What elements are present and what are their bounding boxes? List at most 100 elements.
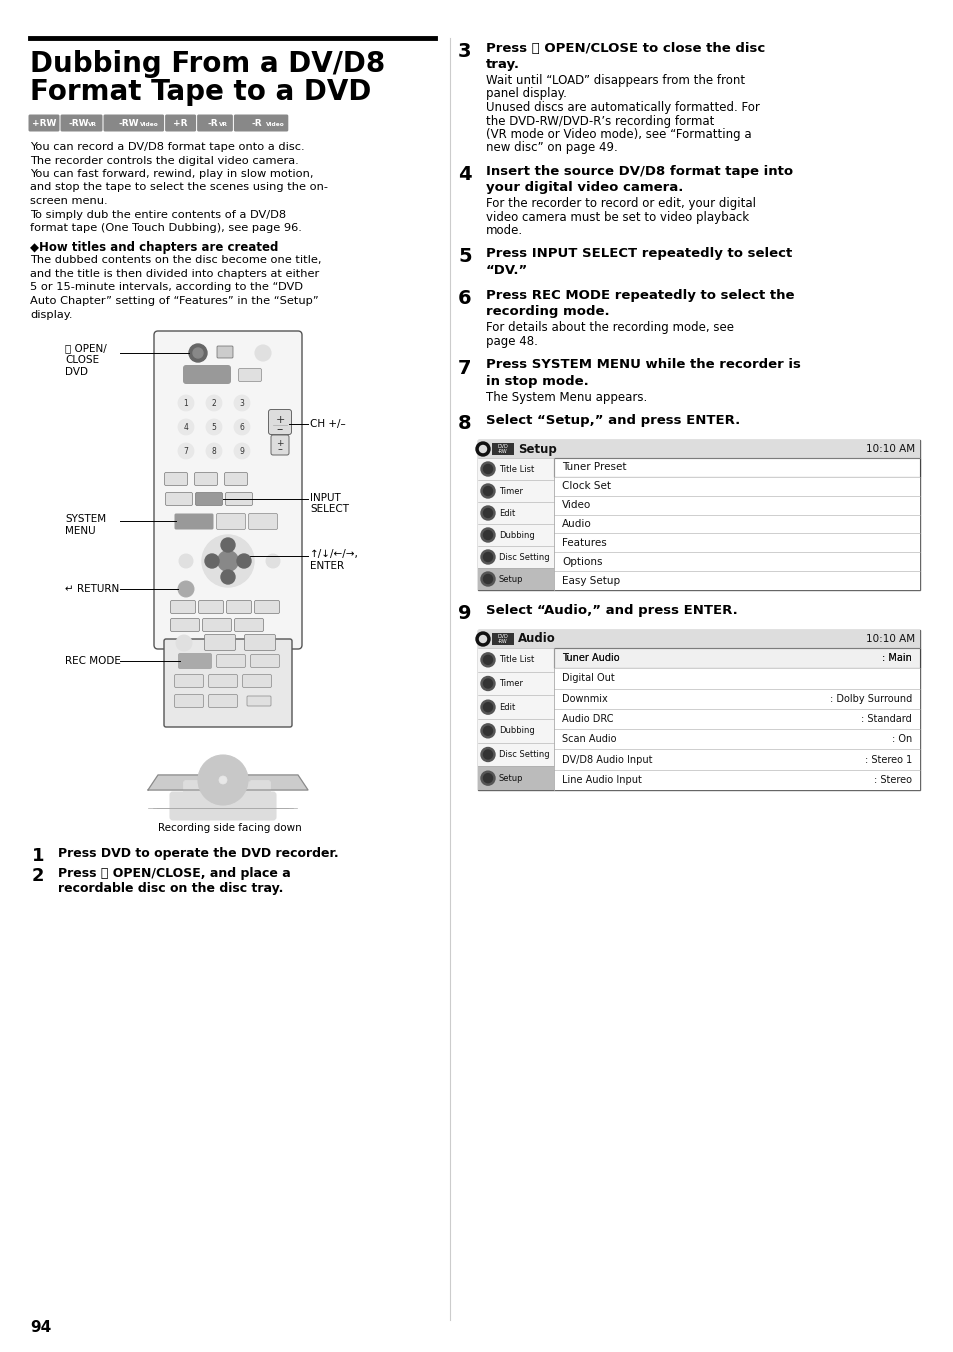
Text: For the recorder to record or edit, your digital: For the recorder to record or edit, your…: [485, 197, 755, 210]
Text: 1: 1: [183, 399, 188, 407]
Bar: [477, 480, 554, 502]
FancyBboxPatch shape: [197, 115, 233, 131]
Text: 8: 8: [457, 414, 471, 433]
Bar: [477, 630, 919, 648]
Bar: [477, 742, 554, 767]
Text: 6: 6: [239, 422, 244, 431]
Text: the DVD-RW/DVD-R’s recording format: the DVD-RW/DVD-R’s recording format: [485, 115, 714, 127]
Text: Press INPUT SELECT repeatedly to select: Press INPUT SELECT repeatedly to select: [485, 247, 791, 261]
Text: Video: Video: [265, 123, 284, 127]
Bar: [477, 630, 919, 790]
Text: Auto Chapter” setting of “Features” in the “Setup”: Auto Chapter” setting of “Features” in t…: [30, 296, 318, 306]
Circle shape: [206, 443, 222, 458]
FancyBboxPatch shape: [194, 472, 217, 485]
Text: -R: -R: [252, 119, 262, 127]
Bar: [554, 708, 919, 729]
Text: DVD
-RW: DVD -RW: [497, 634, 508, 644]
FancyBboxPatch shape: [205, 780, 226, 802]
FancyBboxPatch shape: [195, 492, 222, 506]
Text: Unused discs are automatically formatted. For: Unused discs are automatically formatted…: [485, 101, 760, 114]
Text: 4: 4: [457, 165, 471, 184]
FancyBboxPatch shape: [171, 618, 199, 631]
Text: +: +: [275, 415, 284, 425]
Circle shape: [202, 535, 253, 587]
Circle shape: [178, 443, 193, 458]
Text: The System Menu appears.: The System Menu appears.: [485, 391, 646, 403]
Text: -RW: -RW: [68, 119, 89, 127]
Bar: [554, 458, 919, 477]
FancyBboxPatch shape: [226, 600, 252, 614]
Circle shape: [254, 345, 271, 361]
Text: : Dolby Surround: : Dolby Surround: [829, 694, 911, 703]
Text: : Main: : Main: [882, 653, 911, 662]
Bar: [554, 648, 919, 668]
Bar: [554, 477, 919, 496]
Text: in stop mode.: in stop mode.: [485, 375, 588, 388]
FancyBboxPatch shape: [29, 115, 59, 131]
FancyBboxPatch shape: [198, 600, 223, 614]
Text: 6: 6: [457, 289, 471, 308]
Text: To simply dub the entire contents of a DV/D8: To simply dub the entire contents of a D…: [30, 210, 286, 219]
Circle shape: [483, 575, 492, 584]
Circle shape: [179, 554, 193, 568]
Circle shape: [178, 419, 193, 435]
Text: Format Tape to a DVD: Format Tape to a DVD: [30, 78, 371, 105]
Circle shape: [233, 419, 250, 435]
Text: Setup: Setup: [517, 442, 557, 456]
Text: -RW: -RW: [119, 119, 139, 127]
Text: Timer: Timer: [498, 679, 522, 688]
FancyBboxPatch shape: [164, 639, 292, 727]
Circle shape: [480, 748, 495, 761]
Text: Dubbing From a DV/D8: Dubbing From a DV/D8: [30, 50, 385, 78]
Text: ENTER: ENTER: [310, 561, 344, 571]
Text: : Standard: : Standard: [861, 714, 911, 725]
Text: Title List: Title List: [498, 656, 534, 664]
Text: DV/D8 Audio Input: DV/D8 Audio Input: [561, 754, 652, 765]
Circle shape: [266, 554, 280, 568]
Polygon shape: [148, 775, 308, 790]
FancyBboxPatch shape: [153, 331, 302, 649]
Bar: [477, 672, 554, 695]
Text: 5: 5: [212, 422, 216, 431]
Text: INPUT: INPUT: [310, 493, 340, 503]
Circle shape: [483, 679, 492, 688]
Circle shape: [480, 529, 495, 542]
Text: (VR mode or Video mode), see “Formatting a: (VR mode or Video mode), see “Formatting…: [485, 128, 751, 141]
Text: your digital video camera.: your digital video camera.: [485, 181, 682, 193]
Text: Press ⤒ OPEN/CLOSE, and place a: Press ⤒ OPEN/CLOSE, and place a: [58, 867, 291, 880]
FancyBboxPatch shape: [178, 653, 212, 669]
Bar: [554, 552, 919, 571]
Text: ↵ RETURN: ↵ RETURN: [65, 584, 119, 594]
FancyBboxPatch shape: [234, 618, 263, 631]
FancyBboxPatch shape: [247, 696, 271, 706]
Text: Line Audio Input: Line Audio Input: [561, 775, 641, 786]
Circle shape: [219, 776, 227, 784]
Circle shape: [175, 635, 192, 652]
Circle shape: [480, 700, 495, 714]
FancyBboxPatch shape: [254, 600, 279, 614]
Text: You can record a DV/D8 format tape onto a disc.: You can record a DV/D8 format tape onto …: [30, 142, 304, 151]
FancyBboxPatch shape: [209, 695, 237, 707]
Text: DVD: DVD: [65, 366, 88, 377]
FancyBboxPatch shape: [183, 780, 204, 802]
FancyBboxPatch shape: [174, 514, 213, 530]
Circle shape: [480, 572, 495, 585]
Bar: [492, 633, 514, 645]
Text: screen menu.: screen menu.: [30, 196, 108, 206]
Text: Tuner Preset: Tuner Preset: [561, 462, 626, 472]
Circle shape: [480, 723, 495, 738]
Text: +RW: +RW: [31, 119, 56, 127]
Circle shape: [206, 395, 222, 411]
Text: Disc Setting: Disc Setting: [498, 750, 549, 758]
FancyBboxPatch shape: [165, 115, 196, 131]
Text: 10:10 AM: 10:10 AM: [865, 634, 914, 644]
Text: The dubbed contents on the disc become one title,: The dubbed contents on the disc become o…: [30, 256, 321, 265]
Circle shape: [483, 465, 492, 473]
Text: Easy Setup: Easy Setup: [561, 576, 619, 585]
Text: Audio: Audio: [517, 633, 556, 645]
Text: Setup: Setup: [498, 575, 523, 584]
Text: Downmix: Downmix: [561, 694, 607, 703]
FancyBboxPatch shape: [238, 369, 261, 381]
Text: Wait until “LOAD” disappears from the front: Wait until “LOAD” disappears from the fr…: [485, 74, 744, 87]
Circle shape: [476, 442, 490, 456]
